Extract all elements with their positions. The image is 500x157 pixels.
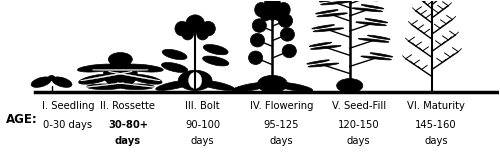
Ellipse shape — [78, 74, 110, 84]
Text: 120-150: 120-150 — [338, 120, 380, 130]
Ellipse shape — [178, 70, 212, 91]
Ellipse shape — [312, 25, 334, 29]
Ellipse shape — [274, 82, 312, 92]
Ellipse shape — [188, 72, 202, 89]
Ellipse shape — [361, 5, 384, 9]
Text: AGE:: AGE: — [6, 113, 38, 126]
Ellipse shape — [348, 0, 379, 1]
Ellipse shape — [108, 52, 132, 66]
Ellipse shape — [277, 3, 290, 17]
Text: 0-30 days: 0-30 days — [44, 120, 92, 130]
Text: V. Seed-Fill: V. Seed-Fill — [332, 101, 386, 111]
Ellipse shape — [31, 77, 51, 87]
Ellipse shape — [86, 84, 122, 89]
Ellipse shape — [368, 35, 390, 39]
Text: III. Bolt: III. Bolt — [186, 101, 220, 111]
Ellipse shape — [104, 61, 138, 87]
Ellipse shape — [248, 51, 262, 65]
Ellipse shape — [267, 9, 278, 20]
Ellipse shape — [202, 56, 229, 66]
Text: 95-125: 95-125 — [264, 120, 299, 130]
Ellipse shape — [313, 28, 344, 32]
Ellipse shape — [197, 80, 234, 90]
Text: IV. Flowering: IV. Flowering — [250, 101, 313, 111]
Ellipse shape — [352, 8, 382, 12]
Text: days: days — [424, 136, 448, 146]
Ellipse shape — [78, 64, 120, 72]
Ellipse shape — [52, 77, 72, 87]
Ellipse shape — [162, 62, 188, 72]
Ellipse shape — [320, 0, 342, 2]
Ellipse shape — [252, 19, 266, 32]
Ellipse shape — [356, 22, 386, 26]
Text: 145-160: 145-160 — [415, 120, 457, 130]
Ellipse shape — [162, 49, 187, 60]
Ellipse shape — [282, 44, 296, 58]
Ellipse shape — [48, 76, 55, 81]
Ellipse shape — [258, 75, 288, 93]
Ellipse shape — [307, 60, 330, 64]
Ellipse shape — [370, 53, 392, 57]
Text: I. Seedling: I. Seedling — [42, 101, 94, 111]
Text: days: days — [191, 136, 214, 146]
Ellipse shape — [278, 14, 292, 27]
Ellipse shape — [358, 38, 389, 42]
Ellipse shape — [122, 64, 164, 72]
Ellipse shape — [130, 74, 162, 84]
Ellipse shape — [80, 71, 132, 81]
Ellipse shape — [274, 8, 285, 21]
Ellipse shape — [280, 28, 294, 41]
Text: VI. Maturity: VI. Maturity — [407, 101, 465, 111]
Ellipse shape — [361, 56, 392, 60]
Ellipse shape — [204, 45, 228, 55]
Ellipse shape — [320, 1, 351, 5]
Ellipse shape — [117, 83, 164, 88]
Ellipse shape — [196, 27, 208, 40]
Ellipse shape — [308, 63, 338, 67]
Text: days: days — [270, 136, 293, 146]
Ellipse shape — [310, 46, 341, 49]
Ellipse shape — [260, 8, 272, 21]
Text: 30-80+: 30-80+ — [108, 120, 148, 130]
Ellipse shape — [264, 0, 281, 14]
Ellipse shape — [77, 83, 124, 88]
Ellipse shape — [201, 21, 216, 36]
Ellipse shape — [108, 71, 160, 81]
Ellipse shape — [232, 82, 272, 92]
Ellipse shape — [317, 13, 348, 17]
Text: II. Rossette: II. Rossette — [100, 101, 156, 111]
Ellipse shape — [310, 42, 332, 46]
Text: 90-100: 90-100 — [185, 120, 220, 130]
Ellipse shape — [156, 80, 194, 90]
Ellipse shape — [118, 84, 154, 89]
Ellipse shape — [365, 19, 388, 23]
Ellipse shape — [175, 21, 189, 36]
Ellipse shape — [186, 15, 204, 33]
Ellipse shape — [182, 27, 194, 40]
Ellipse shape — [336, 78, 363, 93]
Text: days: days — [347, 136, 370, 146]
Ellipse shape — [316, 10, 338, 14]
Ellipse shape — [250, 33, 264, 47]
Ellipse shape — [254, 3, 268, 17]
Text: days: days — [115, 136, 141, 146]
